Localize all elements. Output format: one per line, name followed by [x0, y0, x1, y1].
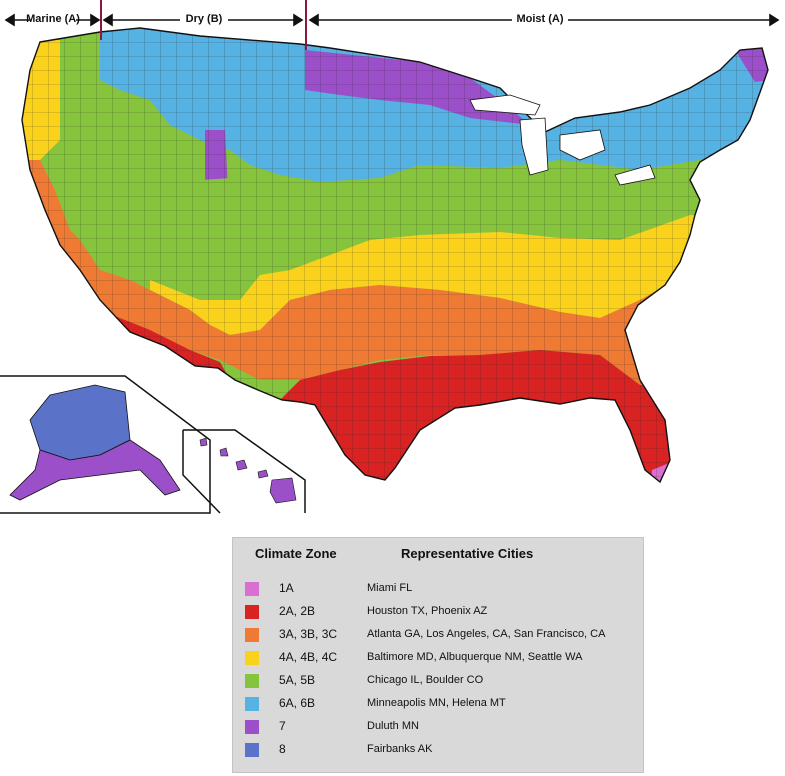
city-label: Atlanta GA, Los Angeles, CA, San Francis…: [367, 628, 606, 640]
zone-label: 7: [279, 719, 286, 733]
zone-swatch: [245, 720, 259, 734]
climate-zone-legend: Climate Zone Representative Cities 1A Mi…: [232, 537, 644, 773]
zone-swatch: [245, 582, 259, 596]
zone-swatch: [245, 674, 259, 688]
marine-region-label: Marine (A): [26, 13, 80, 25]
zone-label: 3A, 3B, 3C: [279, 627, 338, 641]
zone-label: 8: [279, 742, 286, 756]
zone-label: 6A, 6B: [279, 696, 316, 710]
alaska-inset: [0, 375, 211, 514]
zone-label: 5A, 5B: [279, 673, 316, 687]
legend-header-cities: Representative Cities: [401, 546, 534, 561]
hawaii-inset: [182, 429, 306, 514]
zone-swatch: [245, 651, 259, 665]
climate-zone-map: Marine (A) Dry (B) Moist (A): [0, 0, 780, 514]
legend-row: 8 Fairbanks AK: [233, 741, 643, 761]
city-label: Minneapolis MN, Helena MT: [367, 697, 506, 709]
legend-row: 2A, 2B Houston TX, Phoenix AZ: [233, 603, 643, 623]
legend-header-zone: Climate Zone: [255, 546, 337, 561]
legend-row: 7 Duluth MN: [233, 718, 643, 738]
zone-label: 2A, 2B: [279, 604, 316, 618]
legend-row: 5A, 5B Chicago IL, Boulder CO: [233, 672, 643, 692]
alaska-zone-7: [9, 439, 181, 501]
zone-label: 4A, 4B, 4C: [279, 650, 338, 664]
zone-swatch: [245, 697, 259, 711]
zone-label: 1A: [279, 581, 294, 595]
legend-row: 6A, 6B Minneapolis MN, Helena MT: [233, 695, 643, 715]
legend-row: 4A, 4B, 4C Baltimore MD, Albuquerque NM,…: [233, 649, 643, 669]
city-label: Chicago IL, Boulder CO: [367, 674, 484, 686]
city-label: Houston TX, Phoenix AZ: [367, 605, 488, 617]
city-label: Baltimore MD, Albuquerque NM, Seattle WA: [367, 651, 583, 663]
zone-swatch: [245, 628, 259, 642]
zone-swatch: [245, 605, 259, 619]
city-label: Miami FL: [367, 582, 413, 594]
legend-row: 1A Miami FL: [233, 580, 643, 600]
city-label: Fairbanks AK: [367, 743, 433, 755]
dry-region-label: Dry (B): [186, 13, 223, 25]
zone-swatch: [245, 743, 259, 757]
moist-region-label: Moist (A): [516, 13, 563, 25]
great-lakes: [469, 94, 656, 186]
legend-row: 3A, 3B, 3C Atlanta GA, Los Angeles, CA, …: [233, 626, 643, 646]
city-label: Duluth MN: [367, 720, 419, 732]
